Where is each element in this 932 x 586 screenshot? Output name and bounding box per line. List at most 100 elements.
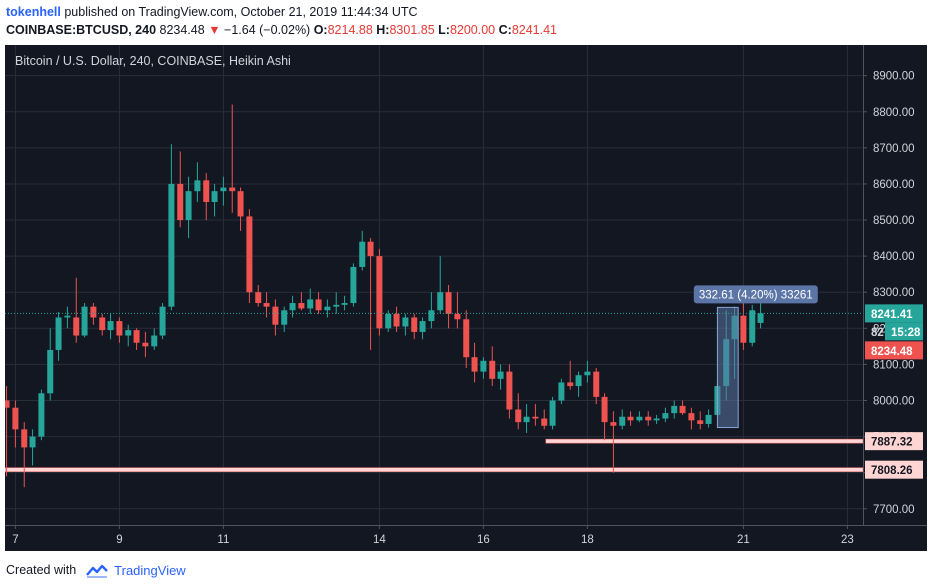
candle-down bbox=[489, 360, 496, 379]
support-line bbox=[545, 438, 864, 444]
candle-down bbox=[237, 191, 244, 217]
candle-down bbox=[610, 422, 617, 426]
support-price-tag: 7887.32 bbox=[871, 437, 913, 449]
chart-title: Bitcoin / U.S. Dollar, 240, COINBASE, He… bbox=[15, 54, 291, 68]
candle-down bbox=[601, 396, 608, 423]
price-tags: 7887.32 7808.26 8241.41 82 15:28 8234.48 bbox=[865, 304, 923, 479]
prev-price-tag: 8234.48 bbox=[871, 346, 913, 358]
close-value: 8241.41 bbox=[511, 23, 558, 37]
candle-down bbox=[697, 420, 704, 424]
candle-up bbox=[419, 321, 426, 332]
candle-down bbox=[376, 256, 383, 329]
publisher-name[interactable]: tokenhell bbox=[6, 5, 61, 19]
y-tick-label: 8700.00 bbox=[873, 143, 915, 155]
x-tick-label: 23 bbox=[841, 534, 854, 546]
candle-up bbox=[549, 400, 556, 426]
partial-price-tag: 82 bbox=[871, 327, 884, 339]
candle-down bbox=[12, 407, 19, 430]
candle-up bbox=[437, 292, 444, 311]
close-label: C: bbox=[498, 23, 512, 37]
candle-up bbox=[584, 371, 591, 376]
candle-down bbox=[229, 187, 236, 192]
chart-area[interactable]: 332.61 (4.20%) 33261 7700.007800.007900.… bbox=[5, 45, 927, 551]
measure-label-bg bbox=[693, 285, 818, 304]
support-line bbox=[5, 467, 864, 472]
chart-header: tokenhell published on TradingView.com, … bbox=[6, 3, 926, 43]
candle-up bbox=[55, 317, 62, 350]
change-value: −1.64 (−0.02%) bbox=[224, 23, 311, 37]
candle-down bbox=[73, 317, 80, 336]
candle-down bbox=[246, 216, 253, 293]
support-price-tag-bg bbox=[865, 460, 923, 479]
open-label: O: bbox=[313, 23, 328, 37]
candle-up bbox=[497, 371, 504, 379]
candle-down bbox=[445, 292, 452, 314]
candle-up bbox=[289, 303, 296, 311]
candle-up bbox=[402, 317, 409, 327]
published-info: published on TradingView.com, October 21… bbox=[64, 5, 418, 19]
x-tick-label: 9 bbox=[116, 534, 122, 546]
candle-up bbox=[480, 360, 487, 372]
candle-down bbox=[411, 317, 418, 332]
candle-up bbox=[757, 313, 764, 323]
tradingview-brand[interactable]: TradingView bbox=[114, 562, 186, 578]
candle-up bbox=[341, 303, 348, 305]
measure-box bbox=[716, 306, 739, 429]
candle-down bbox=[367, 241, 374, 257]
candle-down bbox=[506, 371, 513, 410]
candle-up bbox=[619, 416, 626, 426]
down-arrow-icon: ▼ bbox=[208, 23, 221, 37]
y-tick-label: 8400.00 bbox=[873, 251, 915, 263]
candle-up bbox=[168, 183, 175, 307]
last-price-tag-bg bbox=[865, 304, 923, 323]
candle-down bbox=[142, 342, 149, 347]
footer: Created with TradingView bbox=[6, 559, 186, 581]
x-tick-label: 14 bbox=[373, 534, 386, 546]
support-price-tag-bg bbox=[865, 432, 923, 451]
price-chart[interactable]: 332.61 (4.20%) 33261 7700.007800.007900.… bbox=[5, 45, 927, 551]
y-tick-label: 8900.00 bbox=[873, 71, 915, 83]
candle-down bbox=[21, 429, 28, 448]
candle-down bbox=[532, 416, 539, 419]
candle-up bbox=[523, 416, 530, 423]
last-price-tag: 8241.41 bbox=[871, 309, 913, 321]
candle-down bbox=[298, 303, 305, 309]
candle-up bbox=[47, 349, 54, 394]
candle-down bbox=[272, 306, 279, 325]
time-axis[interactable]: 7 9 11 14 16 18 21 23 bbox=[12, 525, 854, 546]
candle-down bbox=[90, 306, 97, 318]
publish-line: tokenhell published on TradingView.com, … bbox=[6, 3, 926, 21]
candle-down bbox=[133, 330, 140, 343]
candle-down bbox=[645, 416, 652, 421]
candle-down bbox=[471, 357, 478, 372]
y-tick-label: 7700.00 bbox=[873, 504, 915, 516]
candle-down bbox=[740, 315, 747, 343]
symbol-label: COINBASE:BTCUSD, 240 bbox=[6, 23, 157, 37]
open-value: 8214.88 bbox=[327, 23, 373, 37]
last-value: 8234.48 bbox=[159, 23, 205, 37]
y-tick-label: 8300.00 bbox=[873, 287, 915, 299]
candle-up bbox=[185, 191, 192, 221]
candle-up bbox=[662, 413, 669, 419]
x-tick-label: 7 bbox=[12, 534, 18, 546]
support-price-tag: 7808.26 bbox=[871, 465, 913, 477]
candle-down bbox=[315, 299, 322, 311]
candle-up bbox=[350, 266, 357, 304]
candle-up bbox=[159, 306, 166, 336]
candle-up bbox=[281, 310, 288, 325]
countdown-tag-bg bbox=[885, 322, 923, 341]
candle-up bbox=[324, 306, 331, 311]
x-tick-label: 21 bbox=[737, 534, 750, 546]
created-with-label: Created with bbox=[6, 563, 77, 577]
candle-down bbox=[593, 371, 600, 397]
candle-up bbox=[705, 414, 712, 424]
high-label: H: bbox=[376, 23, 390, 37]
candle-down bbox=[99, 317, 106, 331]
candle-down bbox=[116, 321, 123, 336]
candle-up bbox=[428, 310, 435, 322]
candle-up bbox=[151, 335, 158, 347]
measure-label: 332.61 (4.20%) 33261 bbox=[699, 289, 813, 301]
candle-down bbox=[203, 180, 210, 202]
candle-down bbox=[688, 413, 695, 421]
candle-up bbox=[333, 304, 340, 307]
